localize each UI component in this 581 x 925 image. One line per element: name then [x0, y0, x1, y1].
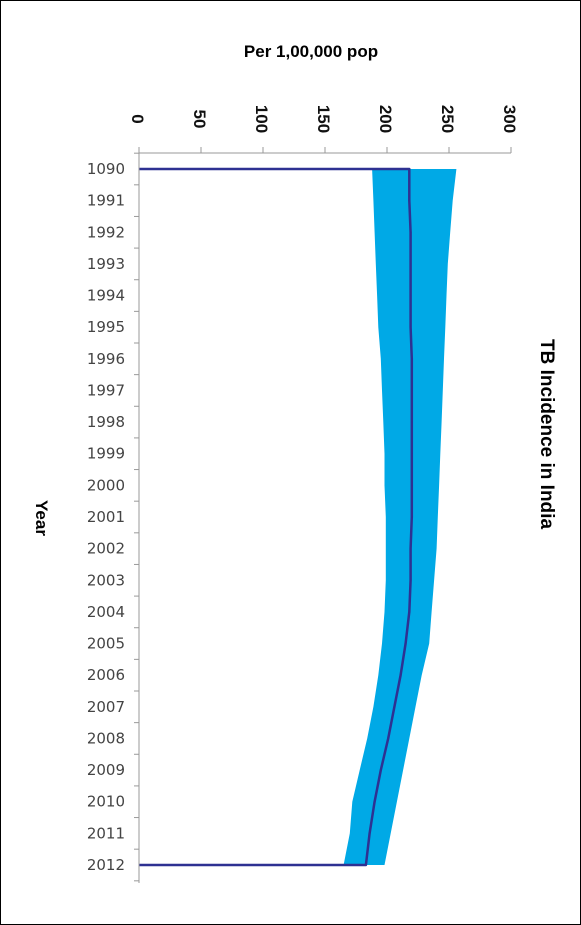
estimate-point-1996: [411, 358, 413, 360]
category-tick-label-2007: 2007: [87, 698, 125, 716]
estimate-point-2005: [404, 642, 407, 645]
estimate-point-1997: [411, 389, 413, 392]
category-tick-label-2012: 2012: [87, 856, 125, 874]
estimate-point-2004: [408, 611, 411, 613]
value-tick-label-0: 0: [128, 114, 147, 123]
category-axis-title: Year: [32, 500, 51, 536]
category-tick-label-1991: 1991: [87, 192, 125, 210]
estimate-point-1993: [409, 263, 412, 265]
estimate-point-2008: [387, 737, 390, 740]
estimate-point-2001: [411, 516, 413, 518]
estimate-point-2011: [368, 832, 371, 835]
category-tick-label-2003: 2003: [87, 571, 125, 589]
category-tick-label-1090: 1090: [87, 160, 125, 178]
category-tick-label-1997: 1997: [87, 381, 125, 399]
category-tick-label-2011: 2011: [87, 824, 125, 842]
plot-area: [139, 153, 511, 883]
value-tick-label-100: 100: [252, 105, 271, 133]
category-tick-label-1994: 1994: [87, 287, 125, 305]
plot-background: [139, 153, 511, 883]
value-tick-label-200: 200: [376, 105, 395, 133]
category-tick-label-1995: 1995: [87, 318, 125, 336]
category-tick-label-1996: 1996: [87, 350, 125, 368]
chart-title: TB Incidence in India: [536, 339, 557, 529]
category-tick-label-1999: 1999: [87, 445, 125, 463]
estimate-point-2010: [373, 800, 376, 803]
category-tick-label-2002: 2002: [87, 540, 125, 558]
estimate-point-2012: [365, 864, 367, 866]
estimate-line-layer: [139, 167, 414, 867]
estimate-point-2003: [409, 579, 412, 582]
estimate-point-1994: [409, 294, 412, 297]
category-tick-label-1993: 1993: [87, 255, 125, 273]
uncertainty-band-layer: [343, 169, 457, 865]
estimate-point-2002: [409, 547, 412, 550]
estimate-point-2007: [393, 706, 396, 708]
estimate-point-2009: [380, 769, 382, 771]
category-tick-label-1992: 1992: [87, 223, 125, 241]
category-tick-label-2008: 2008: [87, 729, 125, 747]
estimate-point-1991: [408, 199, 411, 202]
uncertainty-band: [343, 169, 457, 865]
value-tick-label-250: 250: [438, 105, 457, 133]
category-tick-label-1998: 1998: [87, 413, 125, 431]
estimate-point-1998: [411, 421, 413, 423]
category-tick-label-2009: 2009: [87, 761, 125, 779]
value-tick-label-50: 50: [190, 110, 209, 129]
category-tick-label-2006: 2006: [87, 666, 125, 684]
value-tick-label-300: 300: [500, 105, 519, 133]
category-tick-label-2010: 2010: [87, 793, 125, 811]
category-tick-label-2004: 2004: [87, 603, 125, 621]
estimate-point-2006: [399, 674, 402, 676]
value-axis-title: Per 1,00,000 pop: [244, 42, 378, 61]
value-tick-label-150: 150: [314, 105, 333, 133]
estimate-point-1995: [409, 326, 412, 329]
category-tick-label-2005: 2005: [87, 635, 125, 653]
estimate-point-1090: [408, 168, 411, 170]
estimate-point-2000: [411, 484, 413, 487]
estimate-point-1992: [409, 231, 412, 234]
category-tick-label-2000: 2000: [87, 476, 125, 494]
category-tick-label-2001: 2001: [87, 508, 125, 526]
estimate-point-1999: [411, 452, 413, 455]
axes-layer: 0 50 100 150 200 250 300 1090 1991 1992 1993 1994 19…: [87, 105, 519, 883]
